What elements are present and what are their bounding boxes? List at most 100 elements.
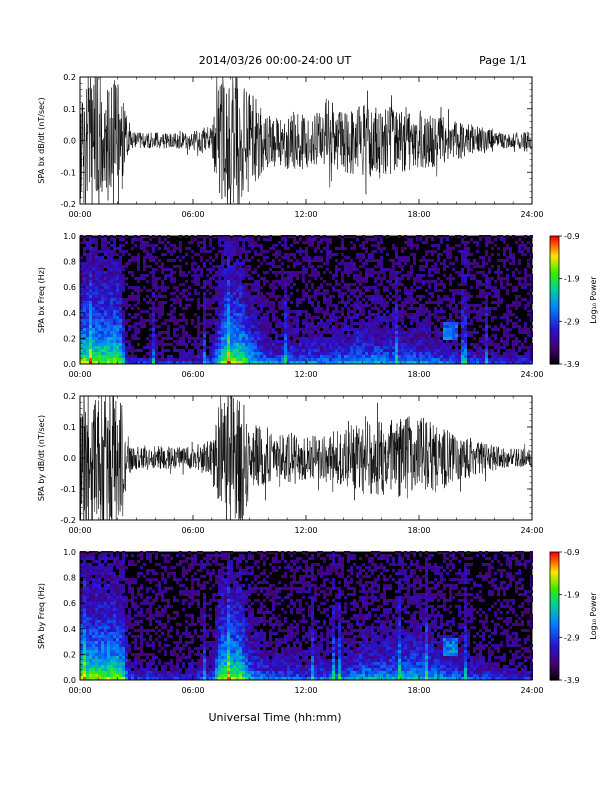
spectrogram-cell xyxy=(455,244,458,247)
spectrogram-cell xyxy=(86,635,89,638)
spectrogram-cell xyxy=(251,286,254,289)
spectrogram-cell xyxy=(401,352,404,355)
spectrogram-cell xyxy=(185,358,188,361)
spectrogram-cell xyxy=(521,286,524,289)
spectrogram-cell xyxy=(422,346,425,349)
spectrogram-cell xyxy=(122,238,125,241)
spectrogram-cell xyxy=(392,301,395,304)
spectrogram-cell xyxy=(254,241,257,244)
spectrogram-cell xyxy=(86,244,89,247)
spectrogram-cell xyxy=(263,298,266,301)
spectrogram-cell xyxy=(347,334,350,337)
spectrogram-cell xyxy=(437,328,440,331)
spectrogram-cell xyxy=(89,605,92,608)
spectrogram-cell xyxy=(239,262,242,265)
x-tick-label: 12:00 xyxy=(294,526,317,535)
spectrogram-cell xyxy=(80,349,83,352)
spectrogram-cell xyxy=(377,283,380,286)
spectrogram-cell xyxy=(443,316,446,319)
spectrogram-cell xyxy=(185,343,188,346)
spectrogram-cell xyxy=(323,346,326,349)
spectrogram-cell xyxy=(443,349,446,352)
spectrogram-cell xyxy=(158,265,161,268)
spectrogram-cell xyxy=(434,307,437,310)
spectrogram-cell xyxy=(368,355,371,358)
spectrogram-cell xyxy=(392,247,395,250)
spectrogram-cell xyxy=(287,361,290,364)
colorbar-segment xyxy=(550,297,559,301)
spectrogram-cell xyxy=(482,283,485,286)
spectrogram-cell xyxy=(338,283,341,286)
spectrogram-cell xyxy=(302,250,305,253)
spectrogram-cell xyxy=(101,328,104,331)
spectrogram-cell xyxy=(173,340,176,343)
spectrogram-cell xyxy=(503,331,506,334)
spectrogram-cell xyxy=(239,301,242,304)
spectrogram-cell xyxy=(290,334,293,337)
spectrogram-cell xyxy=(80,295,83,298)
colorbar-segment xyxy=(550,295,559,299)
spectrogram-cell xyxy=(326,343,329,346)
spectrogram-cell xyxy=(80,662,83,665)
spectrogram-cell xyxy=(392,346,395,349)
spectrogram-cell xyxy=(134,256,137,259)
spectrogram-cell xyxy=(494,238,497,241)
spectrogram-cell xyxy=(263,259,266,262)
spectrogram-cell xyxy=(344,268,347,271)
spectrogram-cell xyxy=(518,319,521,322)
spectrogram-cell xyxy=(353,247,356,250)
spectrogram-cell xyxy=(527,361,530,364)
spectrogram-cell xyxy=(95,322,98,325)
spectrogram-cell xyxy=(431,253,434,256)
y-axis-title: SPA bx Freq (Hz) xyxy=(37,267,46,333)
spectrogram-cell xyxy=(296,325,299,328)
colorbar-segment xyxy=(550,238,559,241)
spectrogram-cell xyxy=(449,322,452,325)
spectrogram-cell xyxy=(524,298,527,301)
spectrogram-cell xyxy=(353,274,356,277)
spectrogram-cell xyxy=(356,256,359,259)
spectrogram-cell xyxy=(452,343,455,346)
spectrogram-cell xyxy=(83,289,86,292)
spectrogram-cell xyxy=(506,307,509,310)
spectrogram-cell xyxy=(452,358,455,361)
spectrogram-cell xyxy=(230,343,233,346)
spectrogram-cell xyxy=(515,298,518,301)
spectrogram-cell xyxy=(515,352,518,355)
spectrogram-cell xyxy=(281,280,284,283)
spectrogram-cell xyxy=(413,343,416,346)
spectrogram-cell xyxy=(359,325,362,328)
colorbar-segment xyxy=(550,334,559,337)
spectrogram-cell xyxy=(320,292,323,295)
spectrogram-cell xyxy=(347,337,350,340)
spectrogram-cell xyxy=(425,253,428,256)
spectrogram-cell xyxy=(428,298,431,301)
spectrogram-cell xyxy=(113,295,116,298)
spectrogram-cell xyxy=(476,286,479,289)
spectrogram-cell xyxy=(467,310,470,313)
spectrogram-cell xyxy=(194,292,197,295)
spectrogram-cell xyxy=(104,340,107,343)
spectrogram-cell xyxy=(512,256,515,259)
spectrogram-cell xyxy=(506,313,509,316)
spectrogram-cell xyxy=(164,244,167,247)
colorbar-segment xyxy=(550,263,559,267)
spectrogram-cell xyxy=(260,337,263,340)
spectrogram-cell xyxy=(314,316,317,319)
spectrogram-cell xyxy=(296,250,299,253)
spectrogram-cell xyxy=(494,307,497,310)
spectrogram-cell xyxy=(218,358,221,361)
spectrogram-cell xyxy=(248,304,251,307)
spectrogram-cell xyxy=(452,352,455,355)
spectrogram-cell xyxy=(485,238,488,241)
spectrogram-cell xyxy=(380,268,383,271)
spectrogram-cell xyxy=(152,325,155,328)
spectrogram-cell xyxy=(464,259,467,262)
spectrogram-cell xyxy=(323,343,326,346)
spectrogram-cell xyxy=(299,247,302,250)
spectrogram-cell xyxy=(233,250,236,253)
spectrogram-cell xyxy=(83,599,86,602)
spectrogram-cell xyxy=(434,280,437,283)
spectrogram-cell xyxy=(236,238,239,241)
spectrogram-cell xyxy=(251,313,254,316)
